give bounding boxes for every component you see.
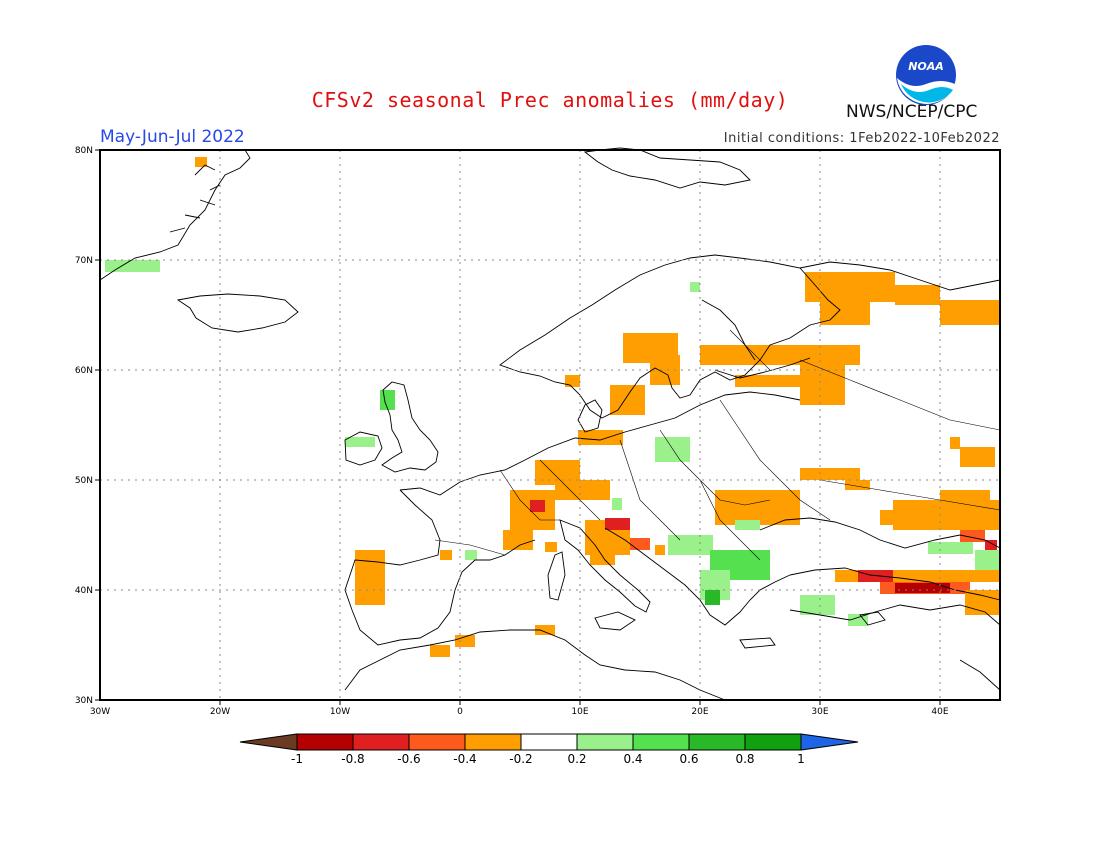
- legend-tick-label: 0.4: [623, 752, 642, 766]
- lat-label: 60N: [75, 366, 93, 376]
- anomaly-cell: [655, 437, 690, 462]
- lon-label: 0: [457, 707, 463, 717]
- lon-label: 20W: [210, 707, 230, 717]
- legend-swatch: [408, 733, 466, 751]
- lat-label: 70N: [75, 256, 93, 266]
- legend-tick-label: -0.8: [341, 752, 364, 766]
- anomaly-cell: [895, 583, 950, 593]
- anomaly-cell: [895, 285, 940, 305]
- anomaly-cell: [800, 360, 845, 405]
- legend-arrow-high: [800, 733, 859, 751]
- anomaly-cell: [430, 645, 450, 657]
- anomaly-cell: [950, 437, 960, 449]
- map-frame: [99, 149, 1001, 701]
- anomaly-cell: [715, 490, 800, 525]
- anomaly-cell: [630, 538, 650, 550]
- legend-tick-label: 0.8: [735, 752, 754, 766]
- anomaly-cell: [735, 520, 760, 530]
- lon-label: 10W: [330, 707, 350, 717]
- anomaly-cell: [820, 300, 870, 325]
- anomaly-cell: [195, 157, 207, 167]
- anomaly-cell: [605, 518, 630, 530]
- anomaly-cell: [503, 530, 533, 550]
- legend-tick-label: 0.6: [679, 752, 698, 766]
- anomaly-cell: [355, 550, 385, 605]
- anomaly-cell: [940, 490, 990, 510]
- anomaly-cell: [985, 540, 997, 552]
- lat-labels: 80N 70N 60N 50N 40N 30N: [75, 146, 93, 706]
- anomaly-cell: [612, 498, 622, 510]
- noaa-logo: NOAA: [896, 45, 956, 105]
- legend-swatch: [352, 733, 410, 751]
- anomaly-cell: [465, 550, 477, 560]
- anomaly-cell: [610, 385, 645, 415]
- legend-tick-label: -1: [291, 752, 303, 766]
- anomaly-cell: [845, 480, 870, 490]
- lat-label: 40N: [75, 586, 93, 596]
- anomaly-cell: [960, 447, 995, 467]
- anomaly-cell: [880, 510, 895, 525]
- anomaly-cell: [928, 542, 973, 554]
- lat-label: 30N: [75, 696, 93, 706]
- anomaly-cell: [655, 545, 665, 555]
- anomaly-cell: [800, 595, 835, 615]
- anomaly-cell: [565, 375, 580, 387]
- anomaly-cell: [555, 480, 610, 500]
- legend-swatch: [688, 733, 746, 751]
- legend-labels: -1 -0.8 -0.6 -0.4 -0.2 0.2 0.4 0.6 0.8 1: [291, 752, 805, 766]
- lon-labels: 30W 20W 10W 0 10E 20E 30E 40E: [90, 707, 949, 717]
- legend-swatch: [296, 733, 354, 751]
- lat-label: 80N: [75, 146, 93, 156]
- anomaly-cell: [545, 542, 557, 552]
- grid-lines: [100, 150, 1000, 700]
- forecast-period: May-Jun-Jul 2022: [100, 127, 245, 147]
- lon-label: 30E: [811, 707, 828, 717]
- color-legend: [239, 733, 859, 751]
- anomaly-cell: [440, 550, 452, 560]
- anomaly-cell: [975, 550, 1000, 570]
- anomaly-cell: [578, 430, 623, 445]
- axis-ticks: [95, 149, 941, 705]
- anomaly-cell: [380, 390, 395, 410]
- legend-swatch: [576, 733, 634, 751]
- legend-arrow-low: [239, 733, 298, 751]
- legend-swatch: [464, 733, 522, 751]
- anomaly-cell: [805, 272, 895, 302]
- anomaly-cells: [105, 157, 1000, 657]
- anomaly-cell: [535, 625, 555, 635]
- anomaly-cell: [345, 437, 375, 447]
- map-title: CFSv2 seasonal Prec anomalies (mm/day): [311, 88, 789, 112]
- anomaly-cell: [690, 282, 700, 292]
- lon-label: 20E: [691, 707, 708, 717]
- anomaly-cell: [705, 590, 720, 605]
- lat-label: 50N: [75, 476, 93, 486]
- legend-tick-label: -0.6: [397, 752, 420, 766]
- anomaly-cell: [530, 500, 545, 512]
- anomaly-cell: [105, 260, 160, 272]
- anomaly-cell: [800, 468, 860, 480]
- coastlines: [99, 147, 1001, 701]
- legend-swatch: [632, 733, 690, 751]
- legend-swatch: [520, 733, 578, 751]
- legend-tick-label: 0.2: [567, 752, 586, 766]
- legend-tick-label: -0.2: [509, 752, 532, 766]
- anomaly-cell: [940, 300, 1000, 325]
- lon-label: 40E: [931, 707, 948, 717]
- org-label: NWS/NCEP/CPC: [846, 102, 978, 122]
- noaa-logo-text: NOAA: [908, 60, 944, 73]
- legend-swatch: [744, 733, 802, 751]
- legend-tick-label: -0.4: [453, 752, 476, 766]
- anomaly-cell: [848, 614, 868, 626]
- initial-conditions: Initial conditions: 1Feb2022-10Feb2022: [723, 131, 1000, 146]
- lon-label: 30W: [90, 707, 110, 717]
- lon-label: 10E: [571, 707, 588, 717]
- legend-tick-label: 1: [797, 752, 805, 766]
- anomaly-cell: [668, 535, 713, 555]
